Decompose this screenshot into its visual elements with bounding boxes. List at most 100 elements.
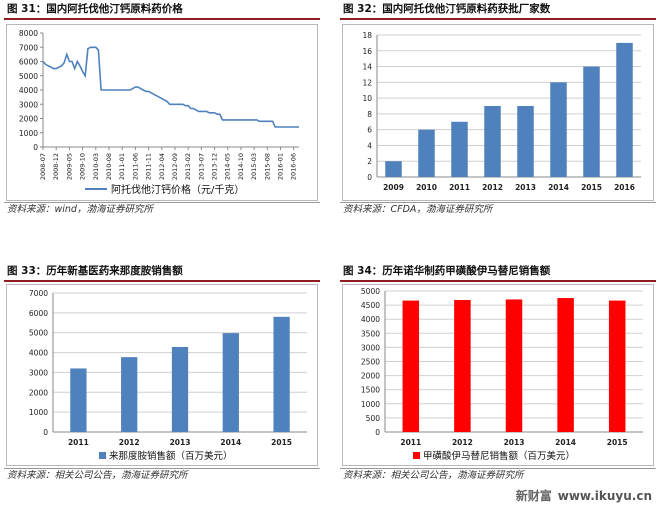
x-tick-label: 2014: [555, 438, 576, 447]
figure-33-chart: 0 1000 2000 3000 4000 5000 6000 7000 2011 2012 201…: [29, 289, 307, 462]
y-tick-label: 1000: [19, 129, 38, 138]
bar-2011: [70, 368, 87, 432]
x-tick-label: 2013: [170, 438, 191, 447]
price-series-line: [42, 46, 299, 128]
x-tick-label: 2012: [482, 183, 503, 192]
x-tick-label: 2013-07: [197, 153, 205, 180]
bar-2010: [418, 129, 435, 177]
x-tick-label: 2011: [400, 438, 421, 447]
y-tick-label: 4: [367, 141, 372, 150]
y-tick-label: 3000: [29, 368, 48, 377]
bar-2011: [451, 121, 468, 177]
bar-2009: [385, 161, 402, 177]
x-tick-label: 2011: [68, 438, 89, 447]
y-tick-label: 14: [362, 63, 372, 72]
y-tick-label: 5000: [19, 72, 38, 81]
y-tick-label: 5000: [29, 329, 48, 338]
x-tick-label: 2008-07: [39, 153, 47, 180]
x-tick-label: 2010-08: [105, 153, 113, 180]
y-tick-label: 500: [366, 414, 381, 423]
x-tick-label: 2009-05: [65, 153, 73, 180]
x-tick-label: 2013-02: [184, 153, 192, 180]
y-tick-label: 1000: [29, 408, 48, 417]
y-tick-label: 16: [362, 47, 372, 56]
x-tick-label: 2013: [515, 183, 536, 192]
x-tick-label: 2015-08: [263, 153, 271, 180]
y-tick-label: 8000: [19, 29, 38, 38]
bar-2014: [557, 298, 574, 432]
legend-label: 阿托伐他汀钙价格（元/千克）: [111, 183, 244, 196]
y-tick-label: 4000: [29, 349, 48, 358]
y-tick-label: 0: [375, 428, 380, 437]
y-tick-label: 4000: [19, 86, 38, 95]
bar-2013: [517, 106, 534, 177]
y-tick-label: 4500: [361, 301, 380, 310]
watermark: 新财富 www.ikuyu.cn: [516, 487, 652, 504]
bar-2012: [121, 357, 138, 432]
bar-2013: [505, 299, 523, 432]
y-tick-label: 8: [367, 110, 372, 119]
x-tick-label: 2012: [452, 438, 473, 447]
bar-2014: [222, 333, 239, 432]
x-tick-label: 2010: [416, 183, 437, 192]
y-tick-label: 0: [43, 428, 48, 437]
bar-2012: [454, 300, 471, 432]
y-tick-label: 4000: [361, 315, 380, 324]
figure-32-chart: 0 2 4 6 8 10 12 14 16 18 2009 2010 2011 2012 2013 2014 2…: [362, 31, 641, 192]
y-tick-label: 0: [33, 143, 38, 152]
bar-2011: [402, 300, 420, 432]
x-tick-label: 2011: [449, 183, 470, 192]
figure-33-panel: 图 33：历年新基医药来那度胺销售额 0 1000 2000 3000 4000 5000…: [4, 262, 320, 484]
x-tick-label: 2014-05: [224, 153, 232, 180]
y-tick-label: 2000: [29, 388, 48, 397]
x-tick-label: 2015: [581, 183, 602, 192]
x-tick-label: 2009: [383, 183, 404, 192]
y-tick-label: 6000: [19, 58, 38, 67]
figure-31-panel: 图 31：国内阿托伐他汀钙原料药价格 0 1000 2000 3000 4000 5000…: [4, 0, 320, 218]
y-tick-label: 6000: [29, 309, 48, 318]
x-tick-label: 2009-10: [79, 153, 87, 180]
figure-34-source: 资料来源：相关公司公告，渤海证券研究所: [340, 468, 656, 483]
x-tick-label: 2013: [504, 438, 525, 447]
bar-2016: [616, 42, 633, 178]
y-tick-label: 2: [367, 157, 372, 166]
y-tick-label: 2500: [361, 358, 380, 367]
legend-swatch: [413, 452, 420, 459]
bar-2012: [484, 106, 501, 177]
x-tick-label: 2011-06: [131, 153, 139, 180]
x-tick-label: 2014: [220, 438, 241, 447]
x-tick-label: 2008-12: [52, 153, 60, 180]
y-tick-label: 3000: [19, 100, 38, 109]
bar-2014: [550, 82, 567, 177]
y-tick-label: 0: [367, 173, 372, 182]
figure-32-chart-frame: 0 2 4 6 8 10 12 14 16 18 2009 2010 2011 2012 2013 2014 2…: [342, 24, 654, 201]
bar-2015: [583, 66, 600, 177]
figure-31-title: 图 31：国内阿托伐他汀钙原料药价格: [4, 0, 320, 20]
x-tick-label: 2011-11: [145, 153, 153, 180]
figure-32-title: 图 32：国内阿托伐他汀钙原料药获批厂家数: [340, 0, 656, 20]
y-tick-label: 1500: [361, 386, 380, 395]
legend-swatch: [99, 452, 106, 459]
figure-34-title: 图 34：历年诺华制药甲磺酸伊马替尼销售额: [340, 262, 656, 282]
y-tick-label: 6: [367, 126, 372, 135]
y-tick-label: 1000: [361, 400, 380, 409]
y-tick-label: 7000: [29, 289, 48, 298]
figure-31-chart-frame: 0 1000 2000 3000 4000 5000 6000 7000 8000 2008-07…: [6, 24, 318, 201]
figure-33-chart-frame: 0 1000 2000 3000 4000 5000 6000 7000 2011 2012 201…: [6, 284, 318, 466]
figure-32-source: 资料来源：CFDA，渤海证券研究所: [340, 202, 656, 217]
y-tick-label: 18: [362, 31, 372, 40]
legend-label: 来那度胺销售额（百万美元）: [109, 450, 233, 462]
x-tick-label: 2013-12: [211, 153, 219, 180]
figure-34-chart: 0 500 1000 1500 2000 2500 3000 3500 4000 4500 5000…: [361, 287, 643, 462]
x-tick-label: 2016: [614, 183, 635, 192]
bar-2013: [171, 347, 189, 432]
figure-31-chart: 0 1000 2000 3000 4000 5000 6000 7000 8000 2008-07…: [19, 29, 299, 196]
figure-33-title: 图 33：历年新基医药来那度胺销售额: [4, 262, 320, 282]
x-tick-label: 2011-01: [118, 153, 126, 180]
y-tick-label: 2000: [19, 115, 38, 124]
x-tick-label: 2014-10: [237, 153, 245, 180]
y-tick-label: 3500: [361, 329, 380, 338]
x-tick-label: 2012-04: [158, 153, 166, 180]
x-tick-label: 2016-01: [277, 153, 285, 180]
watermark-brand: 新财富: [515, 489, 552, 503]
